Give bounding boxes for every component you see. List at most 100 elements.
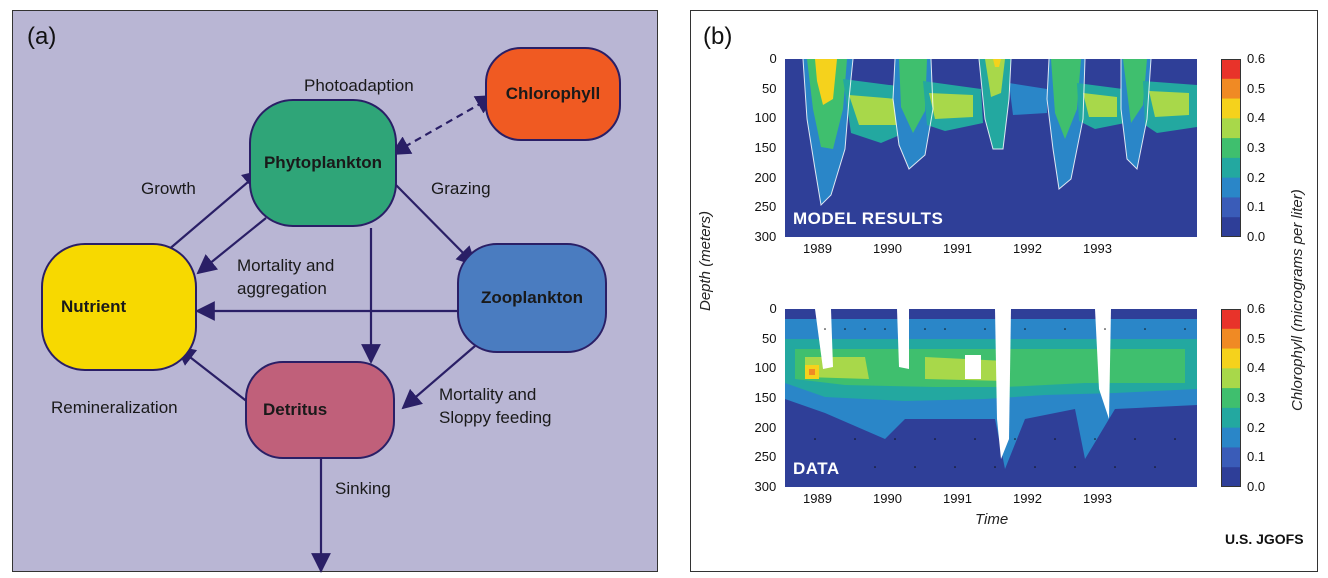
colorbar-tick: 0.5 bbox=[1247, 330, 1266, 346]
grazing-arrow bbox=[394, 183, 477, 267]
depth-tick: 300 bbox=[754, 479, 777, 494]
mortality-aggregation-arrow bbox=[196, 217, 267, 275]
photoadaption-arrow bbox=[390, 95, 496, 155]
photoadaption-label: Photoadaption bbox=[304, 76, 414, 95]
year-tick: 1989 bbox=[803, 491, 832, 506]
sample-dots-row1 bbox=[824, 328, 1186, 330]
nutrient-node: Nutrient bbox=[41, 243, 197, 371]
time-axis-title: Time bbox=[975, 511, 1009, 528]
depth-tick: 300 bbox=[754, 229, 777, 244]
year-tick: 1993 bbox=[1083, 241, 1112, 256]
panel-b-label: (b) bbox=[703, 23, 733, 50]
growth-arrow bbox=[166, 169, 263, 252]
phytoplankton-label: Phytoplankton bbox=[263, 153, 383, 172]
depth-axis-title: Depth (meters) bbox=[697, 210, 714, 311]
remineralization-arrow bbox=[175, 345, 250, 404]
depth-tick: 250 bbox=[754, 199, 777, 215]
chlorophyll-plots-panel: (b) bbox=[690, 10, 1318, 572]
depth-tick: 100 bbox=[754, 110, 777, 126]
colorbar-tick: 0.1 bbox=[1247, 199, 1266, 215]
model-results-label: MODEL RESULTS bbox=[793, 209, 944, 228]
colorbar-swatch bbox=[1221, 427, 1241, 448]
data-label: DATA bbox=[793, 459, 840, 478]
colorbar-tick: 0.5 bbox=[1247, 80, 1266, 96]
colorbar-swatch bbox=[1221, 157, 1241, 179]
food-web-diagram-panel: (a) Chlorophyll bbox=[12, 10, 658, 573]
colorbar-swatch bbox=[1221, 309, 1241, 330]
colorbar-swatch bbox=[1221, 328, 1241, 350]
colorbar-swatch bbox=[1221, 368, 1241, 389]
detritus-label: Detritus bbox=[263, 400, 328, 419]
sloppy-feeding-label-line1: Mortality and bbox=[439, 385, 537, 404]
colorbar-swatch bbox=[1221, 138, 1241, 159]
depth-tick: 0 bbox=[769, 51, 777, 66]
food-web-arrows bbox=[166, 95, 496, 573]
mortality-aggregation-label-line1: Mortality and bbox=[237, 256, 335, 275]
zooplankton-node: Zooplankton bbox=[457, 243, 607, 353]
year-tick: 1989 bbox=[803, 241, 832, 256]
depth-tick: 200 bbox=[754, 169, 777, 185]
phytoplankton-node: Phytoplankton bbox=[249, 99, 397, 227]
sinking-label: Sinking bbox=[335, 479, 391, 498]
colorbar-swatch bbox=[1221, 98, 1241, 119]
colorbar-tick: 0.4 bbox=[1247, 360, 1266, 376]
sample-dots-row3 bbox=[834, 466, 1156, 468]
sloppy-feeding-label-line2: Sloppy feeding bbox=[439, 408, 552, 427]
colorbar-bottom bbox=[1221, 309, 1241, 487]
colorbar-swatch bbox=[1221, 59, 1241, 80]
colorbar-swatch bbox=[1221, 177, 1241, 198]
colorbar-swatch bbox=[1221, 447, 1241, 468]
year-tick: 1991 bbox=[943, 241, 972, 256]
colorbar-tick: 0.6 bbox=[1247, 51, 1266, 66]
chlorophyll-label: Chlorophyll bbox=[505, 84, 601, 103]
colorbar-tick: 0.1 bbox=[1247, 449, 1266, 465]
chlorophyll-node: Chlorophyll bbox=[485, 47, 621, 141]
growth-label: Growth bbox=[141, 179, 196, 198]
colorbar-tick: 0.6 bbox=[1247, 301, 1266, 316]
panel-a-label: (a) bbox=[27, 23, 57, 50]
colorbar-tick: 0.3 bbox=[1247, 140, 1266, 155]
colorbar-swatch bbox=[1221, 388, 1241, 409]
colorbar-swatch bbox=[1221, 348, 1241, 369]
depth-tick: 150 bbox=[754, 140, 777, 155]
year-tick: 1990 bbox=[873, 491, 902, 506]
colorbar-tick: 0.2 bbox=[1247, 419, 1266, 435]
depth-tick: 50 bbox=[762, 330, 777, 346]
colorbar-top bbox=[1221, 59, 1241, 237]
colorbar-tick: 0.4 bbox=[1247, 110, 1266, 126]
sloppy-feeding-arrow bbox=[401, 345, 476, 410]
colorbar-swatch bbox=[1221, 78, 1241, 100]
colorbar-tick: 0.0 bbox=[1247, 229, 1266, 244]
colorbar-swatch bbox=[1221, 118, 1241, 139]
depth-tick: 150 bbox=[754, 390, 777, 405]
sample-dots-row2 bbox=[814, 438, 1176, 440]
year-tick: 1992 bbox=[1013, 491, 1042, 506]
zooplankton-label: Zooplankton bbox=[481, 288, 583, 307]
colorbar-axis-title: Chlorophyll (micrograms per liter) bbox=[1289, 189, 1306, 411]
model-results-contour-plot bbox=[785, 59, 1197, 237]
detritus-node: Detritus bbox=[245, 361, 395, 459]
depth-tick: 0 bbox=[769, 301, 777, 316]
colorbar-swatch bbox=[1221, 197, 1241, 218]
depth-tick: 250 bbox=[754, 449, 777, 465]
credit-label: U.S. JGOFS bbox=[1225, 531, 1304, 547]
mortality-aggregation-label-line2: aggregation bbox=[237, 279, 327, 298]
colorbar-tick: 0.3 bbox=[1247, 390, 1266, 405]
depth-tick: 100 bbox=[754, 360, 777, 376]
colorbar-tick: 0.2 bbox=[1247, 169, 1266, 185]
remineralization-label: Remineralization bbox=[51, 398, 178, 417]
depth-tick: 200 bbox=[754, 419, 777, 435]
year-tick: 1993 bbox=[1083, 491, 1112, 506]
year-tick: 1992 bbox=[1013, 241, 1042, 256]
grazing-label: Grazing bbox=[431, 179, 491, 198]
colorbar-tick: 0.0 bbox=[1247, 479, 1266, 494]
colorbar-swatch bbox=[1221, 467, 1241, 487]
colorbar-swatch bbox=[1221, 407, 1241, 429]
observed-data-contour-plot bbox=[785, 309, 1197, 487]
depth-tick: 50 bbox=[762, 80, 777, 96]
colorbar-swatch bbox=[1221, 217, 1241, 237]
year-tick: 1990 bbox=[873, 241, 902, 256]
year-tick: 1991 bbox=[943, 491, 972, 506]
nutrient-label: Nutrient bbox=[61, 297, 127, 316]
observed-chlorophyll-blooms bbox=[785, 309, 1197, 469]
